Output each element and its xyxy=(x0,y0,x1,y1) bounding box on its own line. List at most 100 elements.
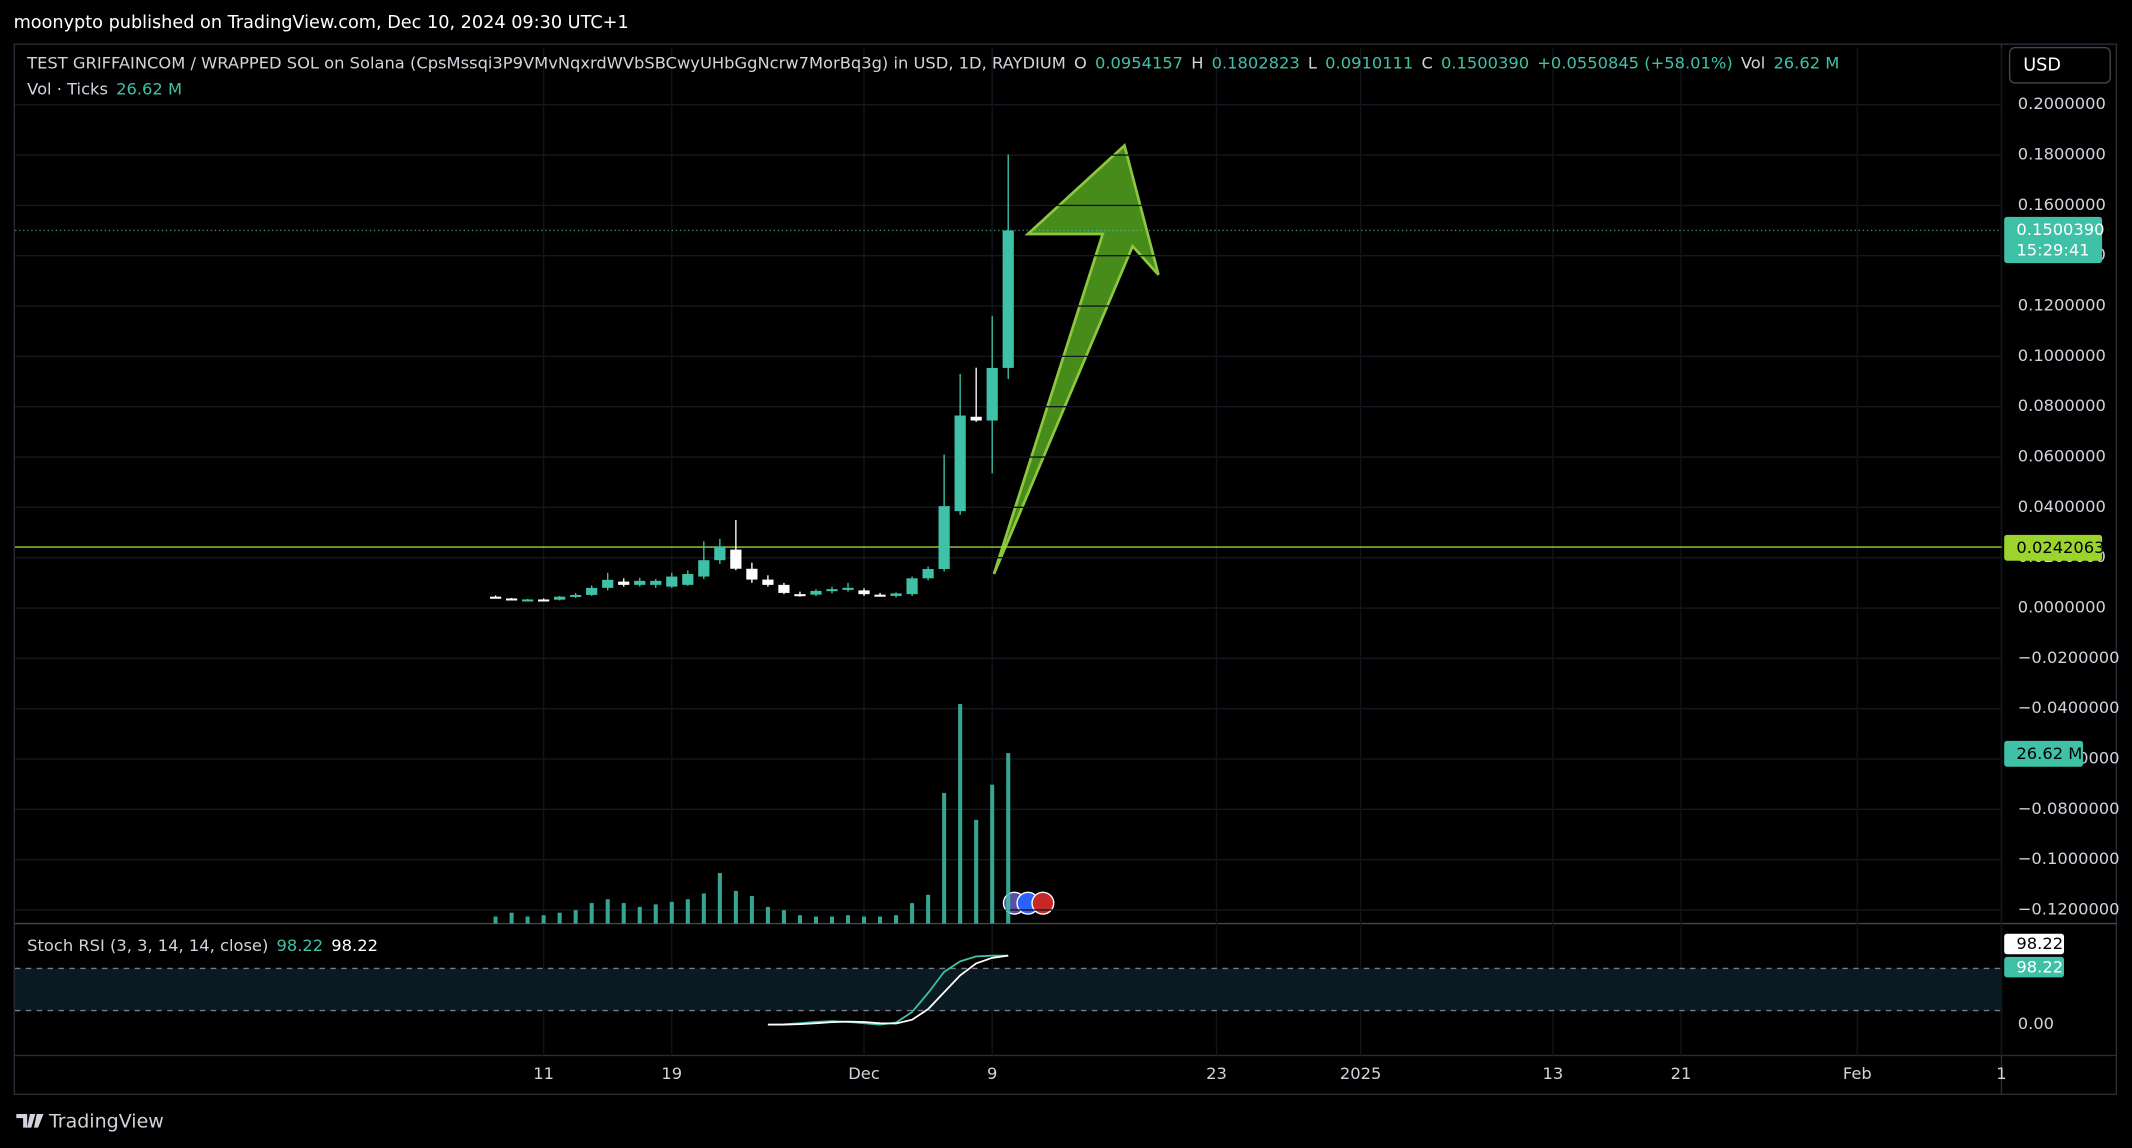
candle-body xyxy=(586,587,598,595)
tradingview-logo xyxy=(16,1113,44,1128)
volume-bar xyxy=(621,903,626,924)
last-price-badge-text: 15:29:41 xyxy=(2016,240,2089,259)
stoch-k-badge xyxy=(2004,956,2065,978)
y-tick-label: −0.1200000 xyxy=(2018,899,2120,918)
legend-text: +0.0550845 (+58.01%) xyxy=(1537,53,1732,72)
candle-body xyxy=(842,587,854,590)
candle-body xyxy=(489,596,502,599)
stoch-d-badge xyxy=(2004,933,2065,955)
volume-bar xyxy=(669,901,674,924)
legend-text: C xyxy=(1421,53,1432,72)
candle-body xyxy=(666,576,678,587)
volume-badge xyxy=(2004,740,2084,767)
candle-body xyxy=(554,596,566,600)
volume-bar xyxy=(717,872,722,924)
x-tick-label: 13 xyxy=(1543,1064,1564,1083)
currency-button[interactable] xyxy=(2008,46,2111,84)
y-tick-label: −0.1000000 xyxy=(2018,849,2120,868)
volume-bar xyxy=(990,784,995,924)
y-tick-label: 0.2000000 xyxy=(2018,94,2106,113)
frame xyxy=(13,43,2118,1095)
volume-bar xyxy=(845,915,851,924)
x-tick-label: Feb xyxy=(1843,1064,1872,1083)
candle-body xyxy=(634,580,646,585)
volume-bar xyxy=(589,903,594,924)
stoch-d-badge-text: 98.22 xyxy=(2016,934,2063,953)
candle-body xyxy=(521,599,534,602)
candle-body xyxy=(714,546,726,561)
legend-text: L xyxy=(1308,53,1317,72)
volume-bar xyxy=(958,703,963,924)
legend-text: Vol · Ticks xyxy=(27,79,108,98)
volume-bar xyxy=(605,899,610,924)
y-tick-label: 0.0800000 xyxy=(2018,396,2106,415)
level-badge xyxy=(2004,534,2103,561)
candle-body xyxy=(826,589,838,592)
volume-bar xyxy=(653,904,658,924)
x-tick-label: 11 xyxy=(533,1064,554,1083)
volume-bar xyxy=(685,899,690,924)
volume-bar xyxy=(829,916,835,924)
x-tick-label: 21 xyxy=(1671,1064,1692,1083)
candle-body xyxy=(682,574,694,585)
legend-text: H xyxy=(1191,53,1203,72)
candle-body xyxy=(698,560,710,577)
y-tick-label: 0.0400000 xyxy=(2018,497,2106,516)
candle-body xyxy=(810,590,822,595)
volume-badge-text: 26.62 M xyxy=(2016,744,2082,763)
candle-body xyxy=(954,415,966,512)
y-tick-label: 0.1200000 xyxy=(2018,296,2106,315)
legend-text: Vol xyxy=(1741,53,1765,72)
publisher: moonypto published on TradingView.com, D… xyxy=(14,13,629,33)
volume-bar xyxy=(541,915,546,924)
candle-body xyxy=(938,506,950,570)
volume-bar xyxy=(797,915,802,924)
volume-bar xyxy=(926,894,931,924)
candle-body xyxy=(505,598,518,601)
y-tick-label: −0.0400000 xyxy=(2018,698,2120,717)
y-tick-label: −0.0800000 xyxy=(2018,799,2120,818)
stoch-band xyxy=(14,968,2002,1011)
volume-bar xyxy=(749,896,754,924)
x-tick-label: 23 xyxy=(1206,1064,1227,1083)
volume-bar xyxy=(910,903,915,924)
y-tick-label: −0.0200000 xyxy=(2018,648,2120,667)
candle-body xyxy=(874,594,886,597)
x-tick-label: 1 xyxy=(1996,1064,2006,1083)
legend-text: 0.0910111 xyxy=(1325,53,1413,72)
volume-bar xyxy=(878,916,883,924)
y-tick-label: 0.0000000 xyxy=(2018,598,2106,617)
y-tick-label: 0.1600000 xyxy=(2018,195,2106,214)
level-badge-text: 0.0242063 xyxy=(2016,538,2104,557)
x-tick-label: 19 xyxy=(661,1064,682,1083)
currency-label: USD xyxy=(2023,55,2061,75)
candle-body xyxy=(730,549,742,569)
arrow-annotation xyxy=(992,143,1160,575)
legend-text: 0.1802823 xyxy=(1212,53,1300,72)
legend-text: 26.62 M xyxy=(1773,53,1839,72)
legend-text: Stoch RSI (3, 3, 14, 14, close) xyxy=(27,936,268,955)
y-tick-label: 0.1800000 xyxy=(2018,145,2106,164)
y-tick-label: 0.0600000 xyxy=(2018,447,2106,466)
volume-bar xyxy=(493,916,498,924)
candle-body xyxy=(922,569,934,579)
volume-bar xyxy=(861,916,867,924)
legend-text: TEST GRIFFAINCOM / WRAPPED SOL on Solana… xyxy=(26,53,1066,72)
candle-body xyxy=(762,579,774,585)
legend-text: 98.22 xyxy=(276,936,323,955)
volume-bar xyxy=(573,910,578,924)
candle-body xyxy=(618,581,630,585)
legend-text: 26.62 M xyxy=(116,79,182,98)
x-tick-label: 2025 xyxy=(1340,1064,1381,1083)
candle-body xyxy=(570,594,582,597)
legend-text: 0.1500390 xyxy=(1441,53,1529,72)
candle-body xyxy=(986,367,998,421)
stoch-tick-label: 0.00 xyxy=(2018,1014,2054,1033)
legend-text: O xyxy=(1074,53,1087,72)
y-tick-label: 0.1000000 xyxy=(2018,346,2106,365)
candle-body xyxy=(858,590,870,595)
candle-body xyxy=(746,568,758,580)
candle-body xyxy=(1002,230,1014,368)
